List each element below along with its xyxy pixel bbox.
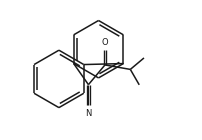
Text: O: O [101,38,108,47]
Text: N: N [85,109,91,118]
